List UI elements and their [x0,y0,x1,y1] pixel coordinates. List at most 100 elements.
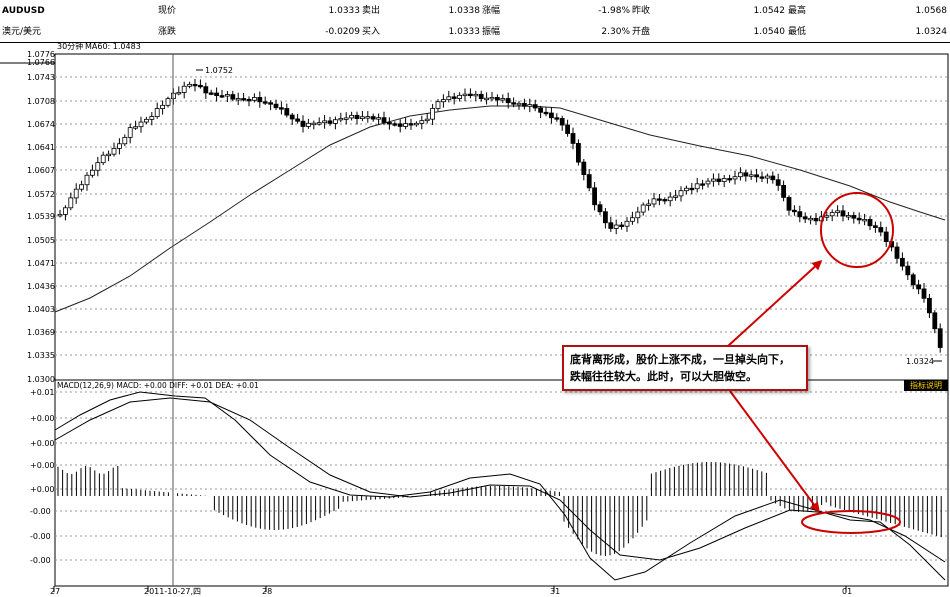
candle-body [370,116,376,120]
chart-frame [0,53,949,587]
candle-body [603,211,608,224]
candle-body [435,101,441,109]
candle-body [284,108,290,116]
price-tick-label: 1.0436 [27,282,55,291]
macd-tick-label: -0.00 [30,507,51,516]
candle-body [646,203,651,206]
candle-body [630,217,635,222]
candle-body [165,98,171,106]
label-amplitude: 振幅 [482,27,501,37]
time-label: 31 [550,587,560,596]
candle-body [727,178,732,181]
candle-body [678,190,684,197]
candle-body [289,114,295,120]
candle-body [543,111,549,115]
candle-body [921,288,927,299]
candle-body [932,312,938,330]
candle-body [516,102,522,106]
candle-body [867,219,873,227]
candle-body [246,98,252,102]
value-buy: 1.0333 [448,27,481,37]
candle-body [273,103,279,109]
candle-body [251,97,257,101]
arrow-to-price [727,259,823,347]
price-tick-label: 1.0335 [27,351,55,360]
candle-body [295,118,301,122]
candle-body [376,117,382,120]
macd-tick-label: -0.00 [30,556,51,565]
candle-body [576,143,581,163]
ma60-line [54,105,946,313]
candle-body [100,154,106,164]
candle-body [403,123,409,127]
candle-body [197,84,203,88]
time-axis: 27 2011-10-27,四 28 31 01 [50,586,852,596]
candle-body [187,83,193,87]
candle-body [873,225,878,228]
candle-body [413,122,419,126]
candle-body [230,94,236,100]
candle-body [262,101,268,104]
candle-body [797,211,803,218]
candle-body [192,83,198,87]
label-change-pct: 涨幅 [482,6,501,16]
candle-body [900,257,905,267]
plot-border [54,53,949,587]
candle-body [343,117,349,120]
candle-body [792,209,797,213]
macd-tick-label: +0.00 [30,439,55,448]
low-marker: 1.0324 [906,357,934,366]
price-tick-label: 1.0300 [27,375,55,384]
candle-body [613,224,619,229]
candle-body [549,112,554,119]
price-tick-label: 1.0505 [27,236,55,245]
value-sell: 1.0338 [448,6,481,16]
candle-body [338,117,344,121]
candle-body [381,117,387,123]
candle-body [84,174,90,186]
candle-body [224,94,230,97]
value-change-pct: -1.98% [598,6,630,16]
candle-body [478,93,484,100]
candle-body [894,246,900,259]
candle-body [883,231,889,243]
candle-body [316,122,322,125]
high-marker: 1.0752 [205,66,233,75]
candle-body [802,216,808,220]
candle-body [835,210,840,213]
candle-body [862,219,867,222]
candle-body [910,274,916,286]
price-tick-label: 1.0776 [27,50,55,59]
value-prev-close: 1.0542 [753,6,786,16]
candle-body [748,174,754,177]
candle-body [754,174,759,178]
candle-body [122,136,128,145]
price-tick-label: 1.0471 [27,259,55,268]
symbol-name: 澳元/美元 [2,27,42,37]
price-tick-label: 1.0674 [27,120,55,129]
candle-body [235,98,241,101]
indicator-help-button[interactable]: 指标说明 [904,380,948,391]
candle-body [522,102,527,107]
candle-body [808,217,813,221]
candle-body [619,224,624,227]
time-label: 2011-10-27,四 [144,587,201,596]
candle-body [662,199,668,202]
time-label: 28 [262,587,272,596]
candle-body [278,107,284,110]
candle-body [446,96,452,100]
candle-body [424,118,430,122]
macd-axis: +0.01 +0.00 +0.00 +0.00 +0.00 -0.00 -0.00 -0.00 [30,388,55,565]
candle-body [570,133,576,144]
time-label: 01 [842,587,852,596]
candle-body [651,198,657,205]
candle-body [90,169,95,176]
candle-body [905,265,911,276]
candle-body [635,211,641,219]
candle-body [408,123,414,126]
macd-label: MACD(12,26,9) MACD: +0.00 DIFF: +0.01 DE… [57,381,259,390]
candle-body [106,153,111,157]
candle-body [160,104,166,109]
